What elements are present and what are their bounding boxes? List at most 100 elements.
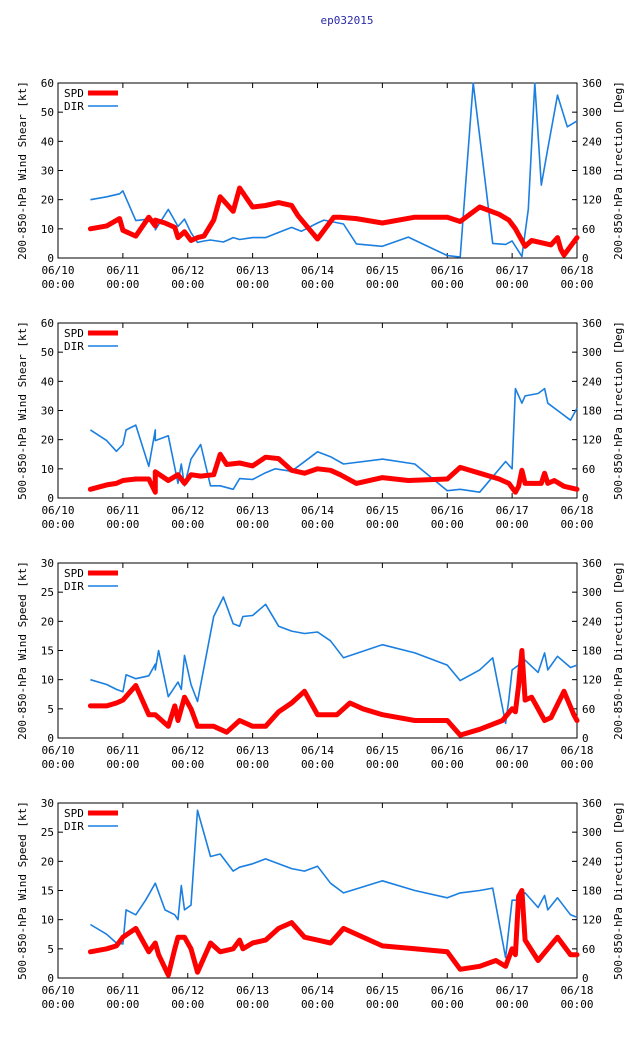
series-line-dir xyxy=(90,596,578,725)
y2-tick-label: 240 xyxy=(582,615,602,628)
x-tick-time: 00:00 xyxy=(431,518,464,531)
y2-tick-label: 240 xyxy=(582,135,602,148)
y2-tick-label: 60 xyxy=(582,703,595,716)
y-tick-label: 10 xyxy=(41,223,54,236)
y2-axis-label: 500-850-hPa Direction [Deg] xyxy=(612,801,625,980)
x-tick-date: 06/11 xyxy=(106,264,139,277)
x-tick-date: 06/12 xyxy=(171,264,204,277)
y-tick-label: 50 xyxy=(41,346,54,359)
legend-label-spd: SPD xyxy=(64,807,84,820)
x-tick-date: 06/10 xyxy=(41,984,74,997)
x-tick-date: 06/11 xyxy=(106,984,139,997)
y-tick-label: 10 xyxy=(41,674,54,687)
x-tick-time: 00:00 xyxy=(106,518,139,531)
legend-label-dir: DIR xyxy=(64,820,84,833)
y-tick-label: 20 xyxy=(41,194,54,207)
y2-axis-label: 200-850-hPa Direction [Deg] xyxy=(612,561,625,740)
y-tick-label: 20 xyxy=(41,434,54,447)
x-tick-date: 06/16 xyxy=(431,504,464,517)
chart-panel-2: 010203040506006012018024030036006/1000:0… xyxy=(16,317,625,531)
x-tick-date: 06/15 xyxy=(366,264,399,277)
y-tick-label: 0 xyxy=(47,972,54,985)
x-tick-date: 06/10 xyxy=(41,264,74,277)
x-tick-time: 00:00 xyxy=(41,758,74,771)
x-tick-date: 06/14 xyxy=(301,744,334,757)
x-tick-date: 06/17 xyxy=(496,504,529,517)
x-tick-time: 00:00 xyxy=(171,518,204,531)
y-tick-label: 0 xyxy=(47,732,54,745)
y2-tick-label: 120 xyxy=(582,434,602,447)
x-tick-date: 06/11 xyxy=(106,744,139,757)
x-tick-time: 00:00 xyxy=(431,998,464,1011)
series-line-spd xyxy=(87,888,580,978)
x-tick-time: 00:00 xyxy=(106,278,139,291)
y2-axis-label: 200-850-hPa Direction [Deg] xyxy=(612,81,625,260)
chart-panel-1: 010203040506006012018024030036006/1000:0… xyxy=(16,77,625,291)
x-tick-time: 00:00 xyxy=(560,278,593,291)
x-tick-date: 06/16 xyxy=(431,984,464,997)
y-axis-label: 200-850-hPa Wind Speed [kt] xyxy=(16,561,29,740)
x-tick-date: 06/12 xyxy=(171,744,204,757)
x-tick-date: 06/18 xyxy=(560,504,593,517)
y2-axis-label: 500-850-hPa Direction [Deg] xyxy=(612,321,625,500)
x-tick-time: 00:00 xyxy=(301,998,334,1011)
y-axis-label: 200-850-hPa Wind Shear [kt] xyxy=(16,81,29,260)
legend-label-dir: DIR xyxy=(64,100,84,113)
x-tick-time: 00:00 xyxy=(366,758,399,771)
x-tick-date: 06/14 xyxy=(301,504,334,517)
y2-tick-label: 360 xyxy=(582,77,602,90)
x-tick-date: 06/14 xyxy=(301,984,334,997)
y-tick-label: 20 xyxy=(41,855,54,868)
x-tick-date: 06/18 xyxy=(560,744,593,757)
y-tick-label: 0 xyxy=(47,252,54,265)
series-line-dir xyxy=(89,809,578,959)
series-line-spd xyxy=(87,451,580,495)
y2-tick-label: 360 xyxy=(582,557,602,570)
x-tick-time: 00:00 xyxy=(106,758,139,771)
y-tick-label: 10 xyxy=(41,914,54,927)
x-tick-date: 06/17 xyxy=(496,984,529,997)
y-tick-label: 10 xyxy=(41,463,54,476)
x-tick-date: 06/12 xyxy=(171,504,204,517)
x-tick-date: 06/13 xyxy=(236,264,269,277)
x-tick-time: 00:00 xyxy=(431,278,464,291)
y-tick-label: 5 xyxy=(47,703,54,716)
y2-tick-label: 120 xyxy=(582,914,602,927)
x-tick-time: 00:00 xyxy=(171,998,204,1011)
y-tick-label: 30 xyxy=(41,557,54,570)
x-tick-date: 06/15 xyxy=(366,744,399,757)
x-tick-time: 00:00 xyxy=(496,278,529,291)
y2-tick-label: 360 xyxy=(582,797,602,810)
y2-tick-label: 300 xyxy=(582,106,602,119)
y2-tick-label: 0 xyxy=(582,252,589,265)
y-tick-label: 40 xyxy=(41,135,54,148)
x-tick-time: 00:00 xyxy=(236,518,269,531)
y-axis-label: 500-850-hPa Wind Speed [kt] xyxy=(16,801,29,980)
y-tick-label: 30 xyxy=(41,797,54,810)
y-tick-label: 50 xyxy=(41,106,54,119)
x-tick-time: 00:00 xyxy=(301,278,334,291)
y-tick-label: 25 xyxy=(41,826,54,839)
x-tick-date: 06/16 xyxy=(431,744,464,757)
x-tick-date: 06/17 xyxy=(496,264,529,277)
plot-frame xyxy=(57,802,578,979)
x-tick-date: 06/16 xyxy=(431,264,464,277)
y2-tick-label: 180 xyxy=(582,165,602,178)
y2-tick-label: 300 xyxy=(582,346,602,359)
x-tick-date: 06/13 xyxy=(236,744,269,757)
x-tick-date: 06/13 xyxy=(236,504,269,517)
x-tick-date: 06/18 xyxy=(560,984,593,997)
legend-label-spd: SPD xyxy=(64,567,84,580)
x-tick-time: 00:00 xyxy=(366,518,399,531)
x-tick-time: 00:00 xyxy=(41,278,74,291)
x-tick-time: 00:00 xyxy=(236,998,269,1011)
y-tick-label: 30 xyxy=(41,165,54,178)
series-line-dir xyxy=(90,82,578,258)
y2-tick-label: 0 xyxy=(582,972,589,985)
x-tick-date: 06/15 xyxy=(366,504,399,517)
series-line-dir xyxy=(89,387,578,494)
series-line-spd xyxy=(87,648,580,738)
y-tick-label: 25 xyxy=(41,586,54,599)
